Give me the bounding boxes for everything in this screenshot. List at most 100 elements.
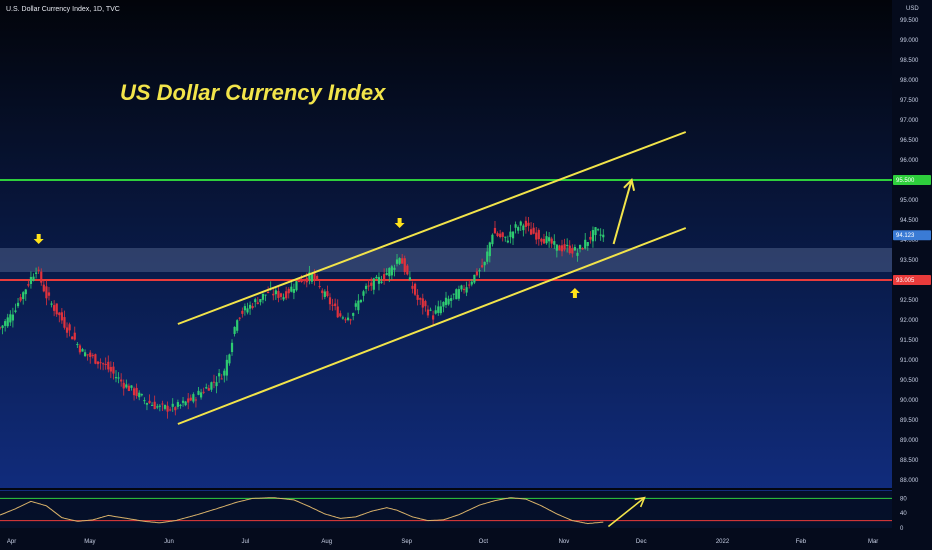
candle-body: [568, 245, 571, 254]
candle-body: [194, 399, 198, 401]
candle-body: [112, 366, 115, 374]
candle-body: [571, 248, 574, 254]
candle-body: [230, 342, 234, 353]
price-marker-label: 94.123: [896, 233, 915, 239]
candle-body: [295, 281, 298, 291]
candle-body: [174, 407, 177, 411]
candle-body: [71, 336, 74, 340]
candle-body: [225, 359, 228, 376]
candle-body: [210, 382, 213, 390]
x-tick-label: Dec: [636, 539, 647, 545]
candle-body: [138, 392, 141, 398]
pane-divider: [0, 488, 892, 490]
candle-body: [1, 325, 4, 328]
candle-body: [364, 285, 368, 289]
candle-body: [189, 397, 192, 401]
candle-body: [496, 233, 499, 237]
x-tick-label: Oct: [479, 539, 489, 545]
candle-body: [86, 354, 89, 356]
candle-body: [40, 271, 43, 283]
candle-body: [300, 279, 303, 282]
candle-body: [297, 277, 301, 283]
y-tick-label: 99.000: [900, 38, 919, 44]
candle-body: [323, 291, 326, 297]
candle-body: [55, 303, 58, 315]
candle-body: [341, 317, 344, 319]
y-tick-label: 94.000: [900, 238, 919, 244]
y-tick-label: 96.000: [900, 158, 919, 164]
candle-body: [148, 400, 151, 404]
oscillator-tick-label: 0: [900, 526, 904, 532]
candle-body: [94, 354, 97, 364]
candle-body: [576, 252, 579, 256]
candle-body: [14, 310, 17, 312]
x-tick-label: Mar: [868, 539, 878, 545]
candle-body: [344, 319, 347, 321]
candle-body: [212, 381, 216, 383]
candle-body: [313, 273, 316, 280]
candle-body: [573, 247, 577, 251]
candle-body: [156, 406, 159, 408]
candle-body: [34, 272, 38, 274]
candle-body: [421, 298, 424, 308]
candle-body: [223, 370, 226, 376]
candle-body: [68, 324, 71, 331]
candle-body: [450, 298, 453, 301]
candle-body: [372, 278, 375, 290]
candle-body: [117, 377, 120, 379]
x-tick-label: Jun: [164, 539, 174, 545]
candle-body: [120, 379, 123, 382]
candle-body: [377, 277, 381, 284]
candle-body: [406, 265, 409, 275]
candle-body: [401, 258, 404, 264]
candle-body: [548, 237, 551, 242]
candle-body: [279, 293, 283, 297]
candle-body: [65, 327, 69, 333]
candle-body: [509, 231, 512, 238]
candle-body: [385, 273, 388, 275]
oscillator-arrow-head: [634, 496, 646, 508]
symbol-title[interactable]: U.S. Dollar Currency Index, 1D, TVC: [6, 6, 120, 13]
candle-body: [424, 301, 427, 307]
candle-body: [581, 248, 584, 250]
candle-body: [22, 292, 25, 300]
candle-body: [465, 287, 468, 293]
candle-body: [346, 317, 350, 320]
oscillator-line: [0, 497, 604, 525]
candle-body: [357, 300, 360, 311]
candle-body: [413, 283, 417, 295]
candle-body: [199, 392, 203, 398]
candle-body: [125, 384, 128, 388]
channel-lower-line: [177, 227, 687, 425]
x-tick-label: Feb: [796, 539, 807, 545]
y-tick-label: 90.500: [900, 378, 919, 384]
candle-body: [228, 354, 231, 364]
price-marker-label: 95.500: [896, 178, 915, 184]
candle-body: [153, 401, 156, 410]
candle-body: [127, 385, 131, 391]
candle-body: [99, 362, 102, 364]
consolidation-zone: [0, 248, 892, 272]
candle-body: [566, 244, 569, 246]
y-tick-label: 99.500: [900, 18, 919, 24]
candle-body: [73, 332, 76, 340]
candle-body: [60, 312, 63, 321]
y-tick-label: 89.000: [900, 438, 919, 444]
y-tick-label: 97.000: [900, 118, 919, 124]
candle-body: [537, 230, 540, 240]
y-tick-label: 91.000: [900, 358, 919, 364]
candle-body: [91, 355, 94, 357]
candle-body: [109, 366, 112, 372]
candle-body: [305, 277, 308, 283]
x-tick-label: Apr: [7, 539, 16, 545]
candle-body: [171, 403, 174, 407]
candle-body: [447, 298, 450, 305]
candle-body: [238, 317, 241, 319]
candle-body: [179, 404, 182, 406]
candle-body: [292, 288, 295, 293]
candle-body: [81, 349, 84, 352]
candle-body: [506, 240, 509, 243]
candle-body: [181, 400, 185, 403]
